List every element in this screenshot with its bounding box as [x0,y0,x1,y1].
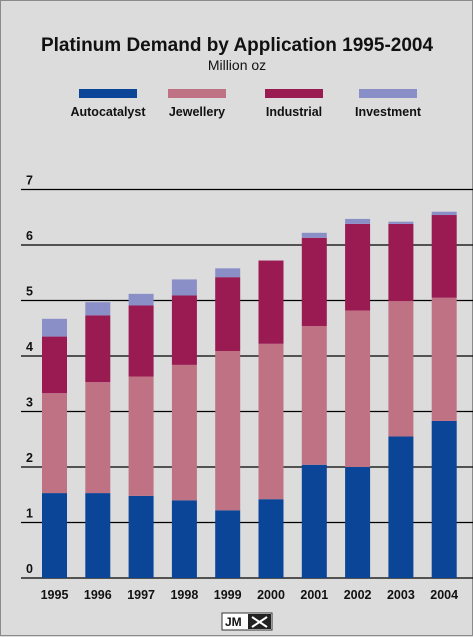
bar-1999-industrial [215,277,241,352]
x-tick-1998: 1998 [170,588,198,602]
bar-1995-industrial [42,336,67,394]
bar-2003-industrial [388,223,414,302]
bar-2002-jewellery [345,310,371,467]
bar-2001-investment [301,232,327,238]
x-tick-1999: 1999 [214,588,242,602]
jm-logo: JM [221,612,273,631]
bar-1998-jewellery [171,364,197,501]
bar-2001-autocatalyst [301,464,327,578]
bar-2003-autocatalyst [388,436,414,578]
x-tick-1997: 1997 [127,588,155,602]
logo-text: JM [225,615,242,629]
legend-swatch-0 [79,89,137,98]
legend: Autocatalyst Jewellery Industrial Investmen… [70,89,422,119]
bar-2000-autocatalyst [258,499,284,578]
bar-1999-investment [215,268,241,278]
bar-1995-jewellery [42,393,67,494]
bar-1998-autocatalyst [171,500,197,578]
bar-2002-investment [345,218,371,224]
chart-title: Platinum Demand by Application 1995-2004 [41,35,434,56]
bar-2002-autocatalyst [345,467,371,578]
y-tick-0: 0 [26,562,33,576]
bar-1997-industrial [128,305,154,377]
bar-1996-autocatalyst [85,493,111,578]
bar-1996-industrial [85,315,111,383]
bar-2001-industrial [301,237,327,327]
y-tick-2: 2 [26,451,33,465]
y-tick-1: 1 [26,507,33,521]
y-tick-5: 5 [26,285,33,299]
y-tick-4: 4 [26,340,33,354]
bar-2002-industrial [345,223,371,311]
bar-1995-autocatalyst [42,493,67,578]
crossed-hammers-icon [251,616,268,628]
bar-2000-industrial [258,260,284,344]
y-tick-7: 7 [26,174,33,188]
bar-1998-industrial [171,295,197,365]
bar-2003-jewellery [388,301,414,437]
legend-label-2: Industrial [266,105,322,119]
x-tick-2002: 2002 [344,588,372,602]
bar-2000-jewellery [258,343,284,500]
legend-swatch-3 [359,89,417,98]
bar-2004-industrial [431,215,457,298]
legend-label-1: Jewellery [169,105,225,119]
bar-2004-jewellery [431,297,457,421]
x-tick-2003: 2003 [387,588,415,602]
x-axis-ticks: 1995 1996 1997 1998 1999 2000 2001 2002 2003 2004 [41,588,459,602]
x-tick-2000: 2000 [257,588,285,602]
bar-1999-jewellery [215,351,241,511]
chart-subtitle: Million oz [208,57,266,73]
legend-swatch-2 [265,89,323,98]
bar-1996-investment [85,302,111,316]
bar-2003-investment [388,221,414,224]
x-tick-1995: 1995 [41,588,69,602]
y-axis-ticks: 0 1 2 3 4 5 6 7 [26,174,33,577]
y-tick-6: 6 [26,229,33,243]
x-tick-1996: 1996 [84,588,112,602]
bar-1997-autocatalyst [128,495,154,578]
bar-1997-investment [128,293,154,306]
bar-1998-investment [171,279,197,296]
bar-2001-jewellery [301,326,327,465]
bar-2004-autocatalyst [431,420,457,578]
bar-1999-autocatalyst [215,510,241,578]
x-tick-2001: 2001 [300,588,328,602]
bar-1995-investment [42,318,67,337]
x-tick-2004: 2004 [430,588,458,602]
legend-label-0: Autocatalyst [70,105,146,119]
bar-1996-jewellery [85,382,111,494]
legend-label-3: Investment [355,105,422,119]
legend-swatch-1 [168,89,226,98]
y-tick-3: 3 [26,396,33,410]
bar-1997-jewellery [128,376,154,496]
bar-2004-investment [431,211,457,216]
bars [42,211,457,578]
